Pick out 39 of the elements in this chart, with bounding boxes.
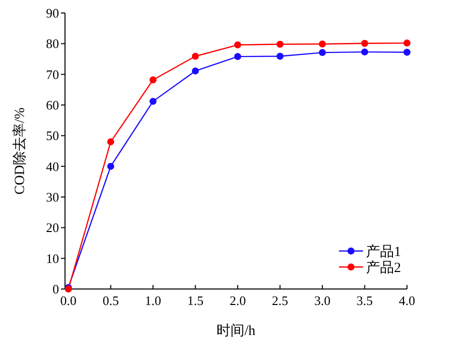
point — [361, 40, 368, 47]
point — [150, 98, 157, 105]
x-tick-label: 2.0 — [230, 293, 246, 308]
point — [192, 67, 199, 74]
x-tick-label: 3.5 — [356, 293, 373, 308]
y-tick-label: 10 — [46, 250, 59, 266]
point — [318, 40, 326, 48]
point — [318, 49, 326, 56]
point — [150, 76, 157, 84]
point — [107, 162, 114, 170]
point — [107, 138, 114, 146]
y-tick-label: 60 — [46, 98, 59, 112]
point — [234, 41, 242, 48]
point — [192, 52, 199, 60]
x-axis-title: 时间/h — [216, 323, 256, 339]
y-tick-label: 80 — [46, 36, 59, 52]
y-tick-label: 0 — [52, 282, 59, 296]
y-tick-label: 70 — [46, 66, 59, 82]
point — [276, 40, 284, 48]
point — [361, 48, 368, 56]
y-tick-label: 40 — [46, 158, 59, 174]
x-tick-label: 0.0 — [60, 293, 77, 308]
point — [404, 48, 410, 56]
x-tick-label: 4.0 — [398, 293, 416, 308]
x-tick-label: 1.5 — [187, 293, 204, 308]
legend-label: 产品2 — [366, 260, 401, 276]
y-tick-label: 20 — [46, 220, 59, 236]
x-tick-label: 0.5 — [102, 293, 119, 308]
y-tick-label: 90 — [46, 6, 59, 20]
point — [234, 53, 242, 60]
x-tick-label: 3.0 — [314, 293, 330, 308]
point — [276, 52, 284, 60]
point — [404, 40, 410, 47]
y-axis-title: COD除去率/% — [12, 107, 28, 195]
y-tick-label: 50 — [46, 128, 59, 144]
legend-label: 产品1 — [366, 244, 401, 260]
x-tick-label: 2.5 — [272, 293, 288, 308]
x-tick-label: 1.0 — [144, 293, 162, 308]
y-tick-label: 30 — [46, 190, 59, 204]
